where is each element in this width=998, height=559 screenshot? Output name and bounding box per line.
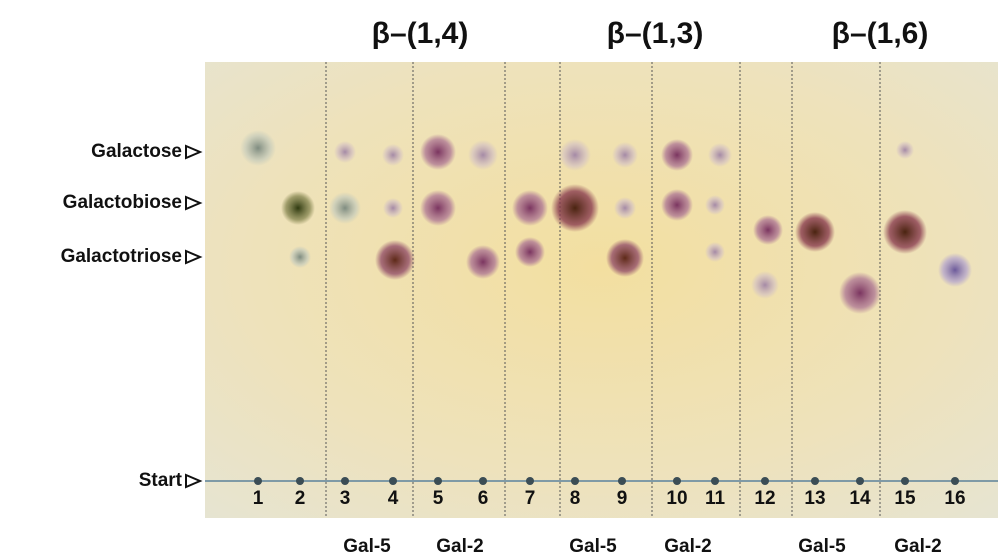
lane-number: 3: [340, 488, 351, 509]
group-header: β–(1,6): [832, 17, 929, 50]
spot: [515, 237, 545, 267]
spot: [281, 191, 315, 225]
spot: [420, 190, 456, 226]
enzyme-label: Gal-2: [894, 536, 942, 557]
lane-number: 7: [525, 488, 536, 509]
group-header: β–(1,3): [607, 17, 704, 50]
lane-number: 11: [705, 488, 726, 509]
row-label: Galactose: [91, 141, 182, 162]
spot: [468, 140, 498, 170]
start-dot: [901, 477, 909, 485]
spot: [375, 240, 415, 280]
enzyme-label: Gal-5: [569, 536, 617, 557]
lane-number: 15: [894, 488, 916, 509]
start-dot: [389, 477, 397, 485]
lane-number: 6: [478, 488, 489, 509]
spot: [795, 212, 835, 252]
spot: [329, 192, 361, 224]
spot: [420, 134, 456, 170]
start-dot: [296, 477, 304, 485]
lane-number: 5: [433, 488, 444, 509]
lane-dividers: [325, 62, 881, 518]
spot: [705, 195, 725, 215]
row-label: Galactobiose: [63, 192, 182, 213]
lane-number: 9: [617, 488, 628, 509]
lane-number: 16: [944, 488, 965, 509]
spot: [614, 197, 636, 219]
start-dot: [856, 477, 864, 485]
spot: [751, 271, 779, 299]
enzyme-label: Gal-5: [798, 536, 846, 557]
spot: [334, 141, 356, 163]
spot: [753, 215, 783, 245]
start-dot: [571, 477, 579, 485]
spot: [383, 198, 403, 218]
spot: [612, 142, 638, 168]
row-label: Galactotriose: [61, 246, 182, 267]
spot: [512, 190, 548, 226]
spot: [839, 272, 881, 314]
start-dot: [618, 477, 626, 485]
enzyme-label: Gal-2: [664, 536, 712, 557]
enzyme-label: Gal-2: [436, 536, 484, 557]
arrow: [185, 249, 203, 265]
spot: [289, 246, 311, 268]
spot: [705, 242, 725, 262]
start-dot: [673, 477, 681, 485]
arrow: [185, 473, 203, 489]
spot: [896, 141, 914, 159]
spot: [708, 143, 732, 167]
spot: [382, 144, 404, 166]
arrow: [185, 144, 203, 160]
lane-number: 14: [849, 488, 871, 509]
labels: 1 2 3 4 5 6 7 8 9 10 11 12 13 14 15 16β–(1,4) β–(1,3) β–(…: [61, 17, 966, 557]
enzyme-label: Gal-5: [343, 536, 391, 557]
arrow: [185, 195, 203, 211]
group-header: β–(1,4): [372, 17, 469, 50]
lane-number: 8: [570, 488, 581, 509]
start-dot: [254, 477, 262, 485]
row-label: Start: [139, 470, 183, 491]
spot: [240, 130, 276, 166]
spot: [938, 253, 972, 287]
lane-number: 4: [388, 488, 399, 509]
spot: [551, 184, 599, 232]
start-dot: [951, 477, 959, 485]
start-dot: [711, 477, 719, 485]
start-dot: [811, 477, 819, 485]
lane-number: 13: [804, 488, 825, 509]
start-dot: [479, 477, 487, 485]
spot: [883, 210, 927, 254]
lane-number: 12: [754, 488, 775, 509]
start-dot: [526, 477, 534, 485]
lane-number: 1: [253, 488, 264, 509]
spot: [606, 239, 644, 277]
lane-number: 10: [666, 488, 687, 509]
start-dot: [434, 477, 442, 485]
spot: [466, 245, 500, 279]
start-dot: [341, 477, 349, 485]
lane-number: 2: [295, 488, 306, 509]
spot: [559, 139, 591, 171]
spots: [240, 130, 972, 485]
spot: [661, 189, 693, 221]
spot: [661, 139, 693, 171]
start-dot: [761, 477, 769, 485]
